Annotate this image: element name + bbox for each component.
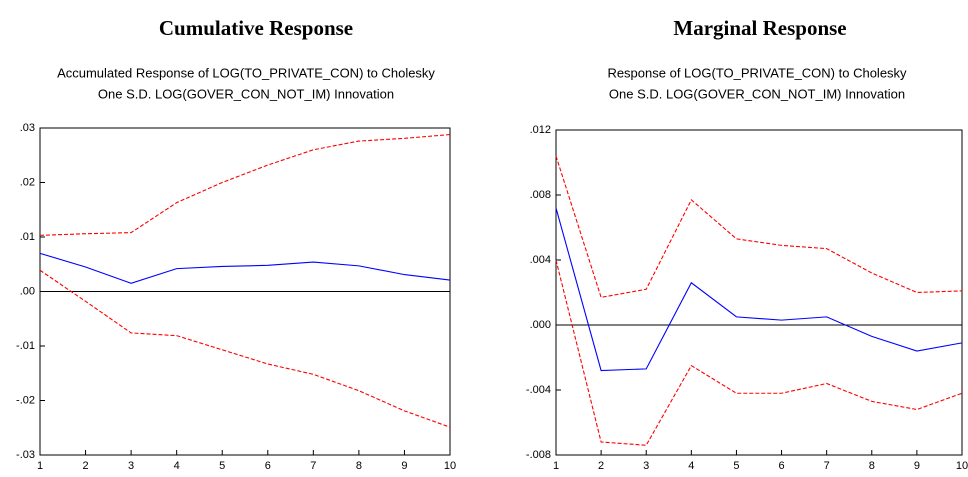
subtitle: One S.D. LOG(GOVER_CON_NOT_IM) Innovatio… xyxy=(609,86,905,101)
series-line xyxy=(555,259,963,446)
y-tick-label: -.01 xyxy=(16,340,35,352)
series-line xyxy=(39,269,451,428)
y-tick-label: .02 xyxy=(20,176,35,188)
x-tick-label: 5 xyxy=(733,460,739,472)
y-tick-label: .000 xyxy=(530,319,551,331)
subtitle: One S.D. LOG(GOVER_CON_NOT_IM) Innovatio… xyxy=(98,86,394,101)
x-tick-label: 7 xyxy=(310,460,316,472)
panel-title: Cumulative Response xyxy=(159,16,353,40)
y-tick-label: .012 xyxy=(530,124,551,136)
x-tick-label: 8 xyxy=(356,460,362,472)
y-tick-label: -.03 xyxy=(16,449,35,461)
x-tick-label: 1 xyxy=(37,460,43,472)
y-tick-label: .03 xyxy=(20,122,35,134)
x-tick-label: 2 xyxy=(82,460,88,472)
subtitle: Accumulated Response of LOG(TO_PRIVATE_C… xyxy=(57,65,435,80)
panel-title: Marginal Response xyxy=(673,16,846,40)
series-line xyxy=(39,133,451,236)
x-tick-label: 10 xyxy=(956,460,968,472)
plot-frame xyxy=(555,129,963,456)
x-tick-label: 9 xyxy=(914,460,920,472)
y-tick-label: -.004 xyxy=(526,384,551,396)
y-tick-label: .01 xyxy=(20,231,35,243)
y-tick-label: .008 xyxy=(530,189,551,201)
x-tick-label: 2 xyxy=(598,460,604,472)
y-tick-label: .00 xyxy=(20,285,35,297)
series-line xyxy=(555,155,963,299)
x-tick-label: 1 xyxy=(553,460,559,472)
x-tick-label: 6 xyxy=(778,460,784,472)
y-tick-label: -.02 xyxy=(16,394,35,406)
x-tick-label: 3 xyxy=(128,460,134,472)
x-tick-label: 7 xyxy=(824,460,830,472)
x-tick-label: 9 xyxy=(401,460,407,472)
series-line xyxy=(555,207,963,372)
x-tick-label: 5 xyxy=(219,460,225,472)
x-tick-label: 3 xyxy=(643,460,649,472)
subtitle: Response of LOG(TO_PRIVATE_CON) to Chole… xyxy=(607,65,907,80)
y-tick-label: -.008 xyxy=(526,449,551,461)
y-tick-label: .004 xyxy=(530,254,551,266)
x-tick-label: 8 xyxy=(869,460,875,472)
x-tick-label: 10 xyxy=(444,460,456,472)
x-tick-label: 4 xyxy=(688,460,694,472)
x-tick-label: 6 xyxy=(265,460,271,472)
series-line xyxy=(39,252,451,284)
x-tick-label: 4 xyxy=(174,460,180,472)
